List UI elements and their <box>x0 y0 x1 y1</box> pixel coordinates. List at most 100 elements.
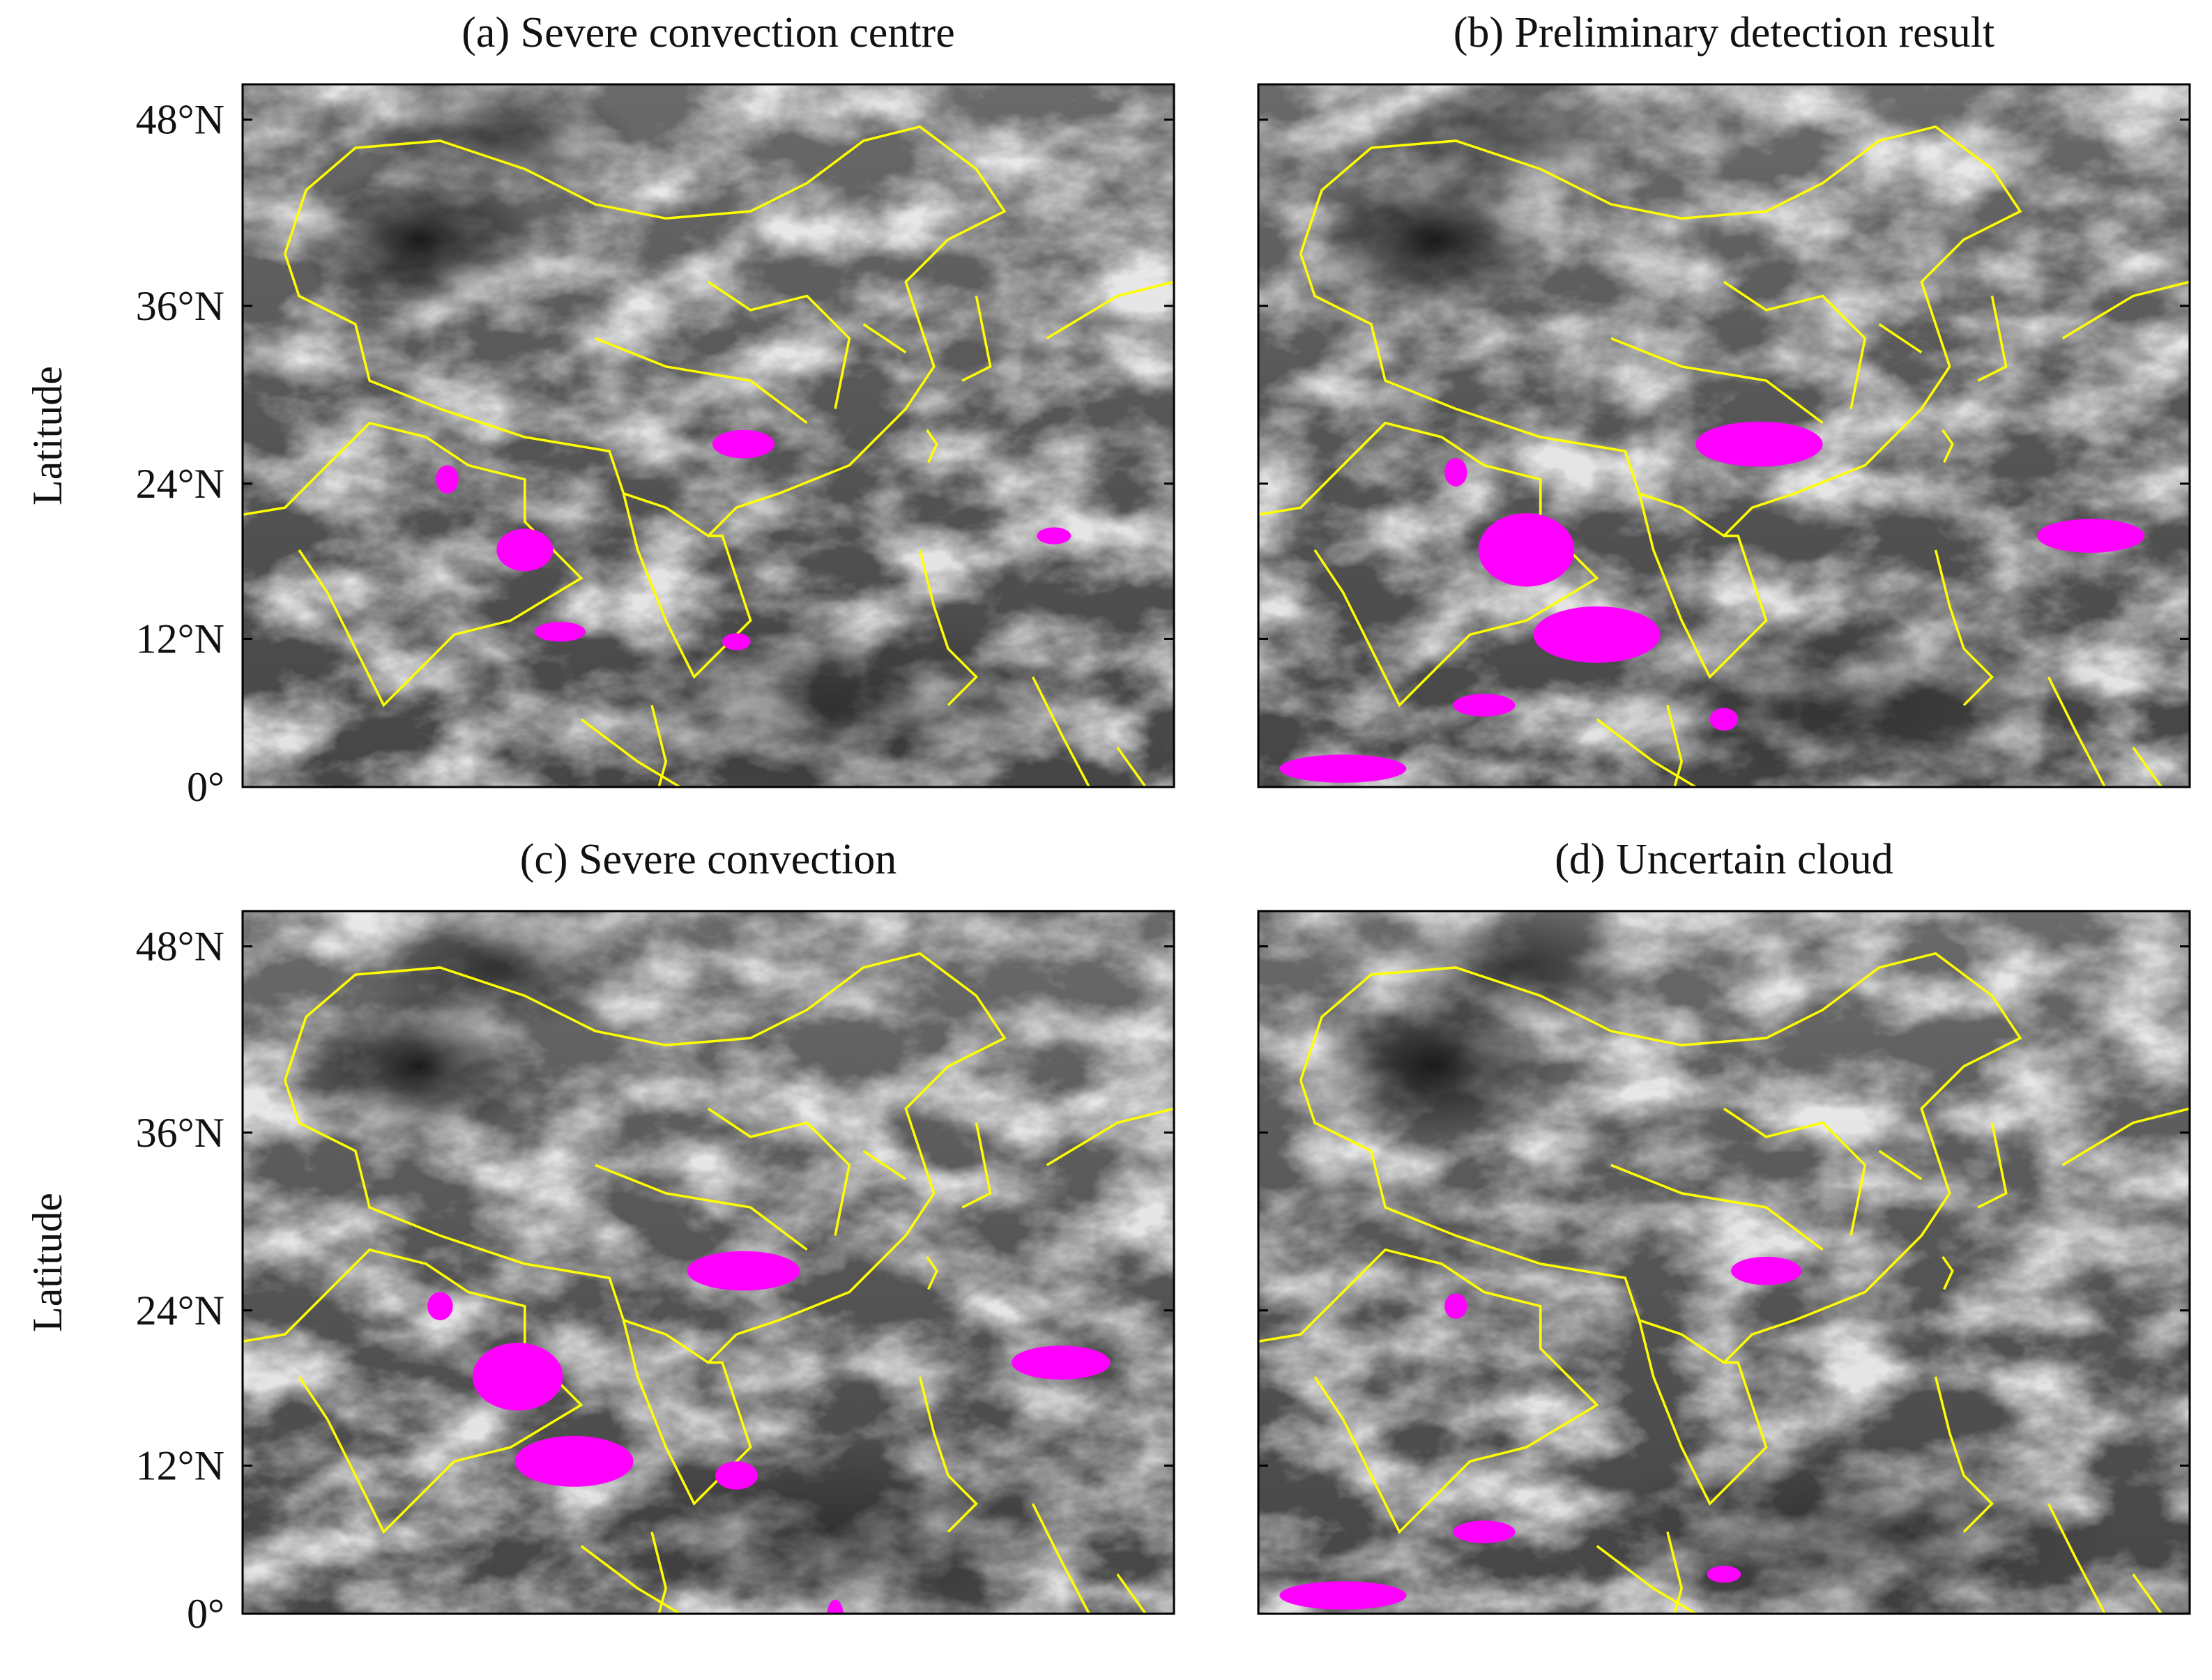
y-axis-label: Latitude <box>24 366 70 505</box>
lat-tick-label: 24°N <box>136 461 224 507</box>
border-line <box>1046 1107 1174 1166</box>
detection-area <box>534 622 586 642</box>
dark-sea <box>570 1434 1100 1614</box>
border-line <box>650 1532 668 1614</box>
border-line <box>1934 549 1994 706</box>
detection-area <box>2037 519 2145 553</box>
border-line <box>1977 296 2008 382</box>
detection-area <box>496 528 554 572</box>
border-line <box>1934 1376 1994 1533</box>
lat-tick-label: 36°N <box>136 1110 224 1156</box>
border-line <box>1942 1255 1954 1290</box>
border-line <box>580 718 681 787</box>
detection-area <box>712 429 775 459</box>
lat-tick-label: 48°N <box>136 924 224 970</box>
detection-area <box>1533 606 1661 663</box>
detection-area <box>472 1343 563 1411</box>
lat-tick-label: 0° <box>187 764 224 810</box>
border-line <box>650 705 668 787</box>
border-line <box>1723 1107 1867 1236</box>
border-line <box>926 429 938 464</box>
dark-region <box>357 84 636 204</box>
border-line <box>918 549 978 706</box>
border-line <box>1977 1122 2008 1209</box>
detection-area <box>687 1251 800 1291</box>
detection-area <box>827 1599 844 1614</box>
satellite-image <box>1258 911 2190 1614</box>
detection-area <box>514 1435 634 1487</box>
border-line <box>2132 747 2163 787</box>
border-line <box>1116 1573 1147 1614</box>
panel-title: (c) Severe convection <box>520 836 897 883</box>
panel-frame <box>1257 910 2191 1615</box>
border-line <box>2132 1573 2163 1614</box>
border-line <box>243 1248 583 1534</box>
lat-tick-label: 12°N <box>136 616 224 662</box>
panel-title: (b) Preliminary detection result <box>1454 9 1994 56</box>
border-line <box>595 1163 808 1251</box>
detection-area <box>1279 1581 1407 1610</box>
lat-tick-label: 24°N <box>136 1288 224 1334</box>
border-line <box>1723 280 1867 409</box>
detection-area <box>1453 1520 1516 1543</box>
border-line <box>2061 1107 2190 1166</box>
detection-area <box>1037 527 1071 544</box>
border-line <box>926 1255 938 1290</box>
border-line <box>1942 429 1954 464</box>
border-line <box>1258 421 1599 708</box>
lat-tick-label: 48°N <box>136 97 224 143</box>
dark-sea <box>570 607 1100 787</box>
border-line <box>707 1107 851 1236</box>
border-line <box>918 1376 978 1533</box>
border-line <box>862 1150 907 1181</box>
border-line <box>961 1122 992 1209</box>
border-line <box>1638 493 1768 680</box>
border-line <box>1878 1150 1923 1181</box>
dark-region <box>357 911 636 1030</box>
border-line <box>1666 705 1684 787</box>
satellite-image <box>1258 84 2190 787</box>
detection-area <box>436 465 459 494</box>
lat-tick-label: 12°N <box>136 1442 224 1488</box>
border-line <box>1638 1320 1768 1506</box>
panel-frame <box>1257 83 2191 788</box>
dark-sea <box>1586 1434 2116 1614</box>
border-line <box>2047 676 2106 787</box>
border-line <box>2047 1503 2106 1614</box>
border-line <box>1258 1248 1599 1534</box>
lat-tick-label: 36°N <box>136 283 224 329</box>
border-line <box>622 493 752 680</box>
panel-title: (d) Uncertain cloud <box>1555 836 1893 883</box>
detection-area <box>1444 458 1467 487</box>
satellite-image <box>243 84 1174 787</box>
border-line <box>862 323 907 354</box>
y-axis-label: Latitude <box>24 1193 70 1332</box>
detection-area <box>427 1292 453 1320</box>
border-line <box>284 125 1007 537</box>
border-line <box>1610 337 1824 425</box>
border-line <box>1596 718 1697 787</box>
border-line <box>961 296 992 382</box>
dark-region <box>1373 911 1652 1030</box>
border-line <box>580 1545 681 1614</box>
border-line <box>1299 952 2022 1364</box>
dark-sea <box>1586 607 2116 787</box>
border-line <box>1116 747 1147 787</box>
detection-area <box>715 1461 758 1490</box>
border-line <box>1610 1163 1824 1251</box>
panel-title: (a) Severe convection centre <box>462 9 954 56</box>
border-line <box>595 337 808 425</box>
border-line <box>1299 125 2022 537</box>
detection-area <box>722 633 751 650</box>
detection-area <box>1453 694 1516 717</box>
border-line <box>243 421 583 708</box>
detection-area <box>1695 421 1823 467</box>
detection-area <box>1444 1293 1467 1319</box>
border-line <box>1031 676 1090 787</box>
border-line <box>707 280 851 409</box>
border-line <box>284 952 1007 1364</box>
detection-area <box>1279 754 1407 783</box>
border-line <box>1046 280 1174 339</box>
